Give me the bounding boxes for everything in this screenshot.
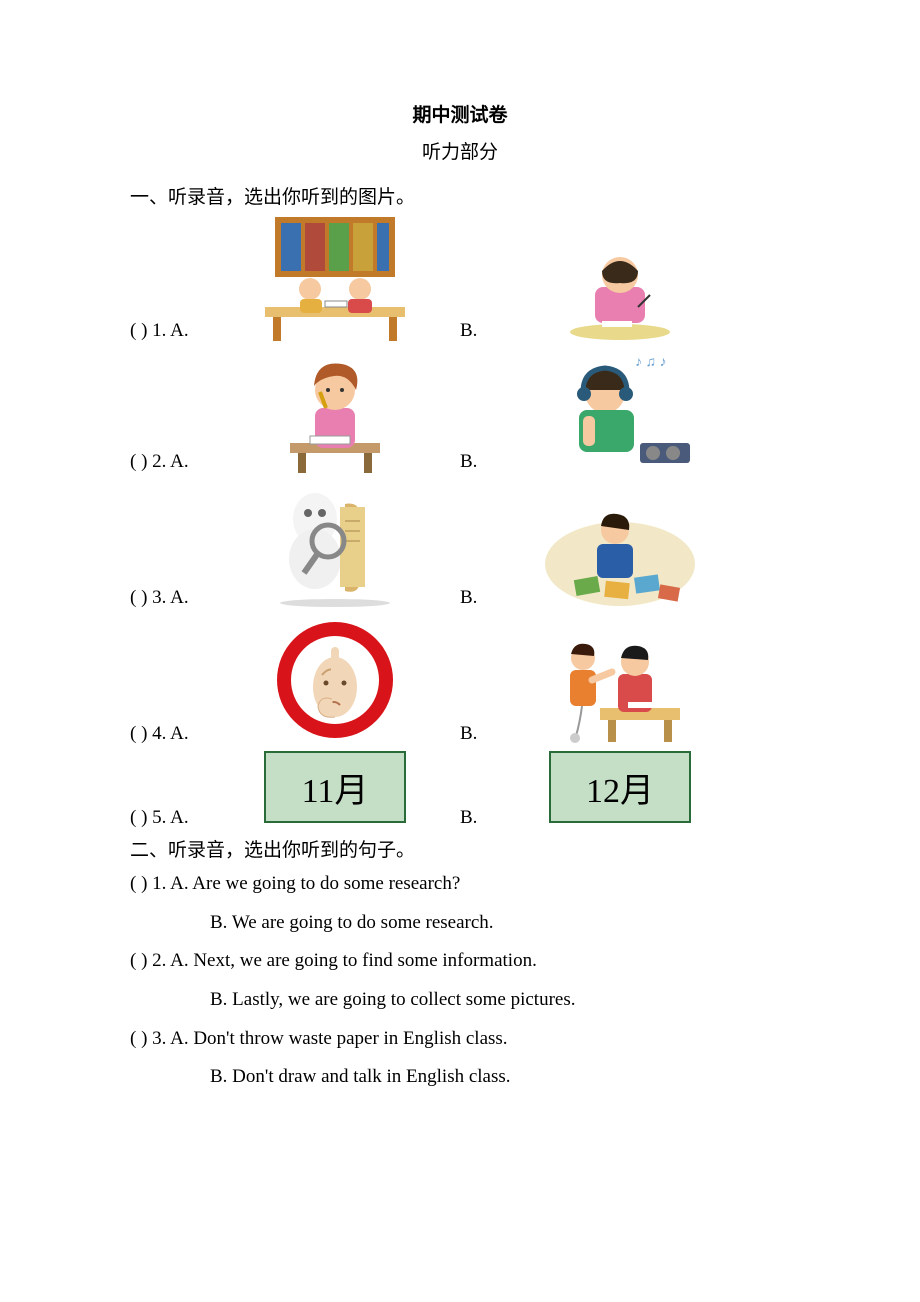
page-subtitle: 听力部分 [130,137,790,164]
q3-image-b [520,494,720,609]
q2-image-a [220,348,450,473]
girl-thinking-icon [270,348,400,473]
page-title: 期中测试卷 [130,100,790,127]
q1-image-a [220,217,450,342]
q4-image-b [520,630,720,745]
q2-row: ( ) 2. A. B. ♪ ♫ ♪ [130,348,790,473]
q5-b-label: B. [450,807,520,829]
s2-q3-a: ( ) 3. A. Don't throw waste paper in Eng… [130,1027,790,1052]
document-page: 期中测试卷 听力部分 一、听录音，选出你听到的图片。 ( ) 1. A. [0,0,920,1144]
s2-q1-b: B. We are going to do some research. [210,911,790,936]
girl-writing-icon [560,247,680,342]
q5-image-a: 11月 [220,751,450,829]
two-kids-icon [540,630,700,745]
q1-a-label: ( ) 1. A. [130,320,220,342]
s2-q3-b: B. Don't draw and talk in English class. [210,1065,790,1090]
magnify-scroll-icon [260,479,410,609]
q5-image-b: 12月 [520,751,720,829]
q4-a-label: ( ) 4. A. [130,723,220,745]
q2-image-b: ♪ ♫ ♪ [520,348,720,473]
q4-b-label: B. [450,723,520,745]
q1-b-label: B. [450,320,520,342]
q1-row: ( ) 1. A. B. [130,217,790,342]
q3-a-label: ( ) 3. A. [130,587,220,609]
section2-heading: 二、听录音，选出你听到的句子。 [130,835,790,862]
s2-q1-a: ( ) 1. A. Are we going to do some resear… [130,872,790,897]
quiet-sign-icon [260,615,410,745]
month-12-box: 12月 [549,751,691,823]
section1-heading: 一、听录音，选出你听到的图片。 [130,182,790,209]
svg-text:♪ ♫ ♪: ♪ ♫ ♪ [635,355,667,370]
boy-headphones-icon: ♪ ♫ ♪ [535,348,705,473]
boy-pictures-icon [535,494,705,609]
q2-a-label: ( ) 2. A. [130,451,220,473]
s2-q2-a: ( ) 2. A. Next, we are going to find som… [130,949,790,974]
q4-image-a [220,615,450,745]
q1-image-b [520,247,720,342]
q3-row: ( ) 3. A. B. [130,479,790,609]
month-11-box: 11月 [264,751,406,823]
q4-row: ( ) 4. A. B. [130,615,790,745]
q3-image-a [220,479,450,609]
q2-b-label: B. [450,451,520,473]
q5-a-label: ( ) 5. A. [130,807,220,829]
library-icon [255,217,415,342]
q5-row: ( ) 5. A. 11月 B. 12月 [130,751,790,829]
q3-b-label: B. [450,587,520,609]
s2-q2-b: B. Lastly, we are going to collect some … [210,988,790,1013]
